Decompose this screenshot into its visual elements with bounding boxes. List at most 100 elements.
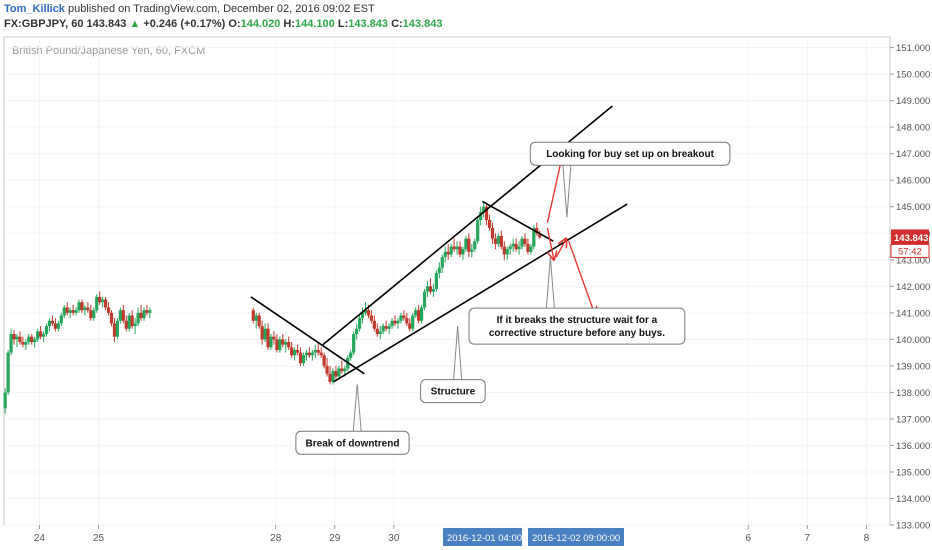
candle — [290, 342, 294, 358]
trendline-channel-lower[interactable] — [333, 203, 628, 383]
candle-body — [101, 299, 105, 303]
candle — [511, 238, 515, 252]
candle-body — [27, 336, 31, 342]
symbol-name[interactable]: FX:GBPJPY, 60 — [4, 18, 84, 30]
time-axis[interactable]: 24 25 28 29 30 6 7 8 — [34, 525, 870, 544]
candle-body — [363, 310, 368, 313]
candle — [71, 304, 75, 316]
candle-body — [440, 257, 444, 268]
candle — [39, 326, 43, 340]
candle — [449, 243, 453, 258]
candle-body — [18, 336, 22, 342]
projection-arrow[interactable] — [546, 227, 553, 260]
crosshair-time-badge — [528, 528, 624, 546]
candle-body — [304, 352, 309, 356]
candle — [378, 326, 382, 340]
candle — [428, 278, 433, 295]
candle — [532, 225, 536, 250]
candle-body — [514, 243, 518, 250]
trendline-downtrend[interactable] — [250, 296, 365, 375]
candle-body — [95, 296, 99, 311]
projection-arrow[interactable] — [568, 240, 596, 315]
candle — [464, 235, 468, 252]
candle — [59, 312, 63, 327]
candle-body — [12, 334, 16, 340]
price-axis[interactable]: 133.000 134.000 135.000 136.000 137.000 138.0… — [890, 43, 930, 532]
candle-body — [269, 336, 273, 348]
candle-body — [420, 307, 424, 321]
time-tick-label: 24 — [34, 533, 46, 544]
candle-body — [405, 318, 409, 324]
candle-body — [487, 220, 492, 228]
candle-body — [464, 238, 468, 250]
candle-body — [479, 212, 483, 220]
price-tick-label: 141.000 — [896, 308, 930, 319]
candle — [260, 320, 264, 345]
candle-body — [109, 312, 114, 324]
candle-body — [505, 249, 509, 255]
trendline-flag-top[interactable] — [482, 200, 554, 242]
candle-body — [352, 334, 356, 353]
candle-body — [369, 315, 373, 321]
candle-body — [502, 246, 506, 255]
close-label: C: — [391, 18, 403, 30]
author-link[interactable]: Tom_Killick — [4, 3, 65, 15]
candle — [145, 304, 149, 316]
annotation-callout[interactable]: If it breaks the structure wait for a cor… — [468, 257, 686, 345]
candle — [74, 307, 78, 316]
candle — [6, 349, 10, 396]
candle-body — [56, 323, 60, 329]
candle — [384, 320, 388, 332]
candle-body — [41, 334, 46, 337]
candle-body — [331, 371, 335, 382]
publish-line: Tom_Killick published on TradingView.com… — [4, 3, 375, 15]
candle — [461, 246, 465, 260]
candle — [496, 233, 500, 247]
candle — [325, 357, 329, 377]
candle-body — [337, 368, 341, 377]
candle-body — [372, 320, 376, 329]
callout-pointer — [545, 257, 551, 309]
annotation-callout[interactable]: Structure — [420, 326, 486, 404]
candle — [381, 323, 385, 335]
projection-arrow[interactable] — [555, 239, 566, 258]
candle — [520, 235, 524, 250]
candle — [331, 368, 335, 385]
annotation-callout[interactable]: Break of downtrend — [295, 384, 410, 455]
callout-text: Break of downtrend — [306, 438, 400, 449]
candle-body — [313, 349, 317, 353]
price-tick-label: 135.000 — [896, 467, 930, 478]
annotation-callout[interactable]: Looking for buy set up on breakout — [529, 141, 731, 218]
candle — [417, 304, 421, 324]
high-value: 144.100 — [295, 18, 335, 30]
candle-body — [24, 342, 28, 345]
candle-body — [396, 320, 400, 324]
candle-body — [508, 246, 512, 250]
candle — [340, 360, 344, 374]
candle — [458, 241, 462, 258]
candle — [452, 238, 456, 252]
callout-text: Structure — [431, 387, 476, 398]
plot-area[interactable] — [3, 36, 891, 526]
candle — [121, 304, 125, 324]
candle — [80, 299, 84, 313]
callout-pointer — [356, 384, 362, 432]
candle-body — [124, 320, 128, 329]
candle — [301, 352, 306, 366]
instrument-label: British Pound/Japanese Yen, 60, FXCM — [12, 45, 205, 57]
candle-body — [272, 336, 276, 340]
candle-body — [425, 286, 430, 292]
candle — [372, 315, 376, 332]
crosshair-time-text: 2016-12-01 04:00:00 — [447, 533, 535, 544]
grid-lines — [4, 37, 890, 526]
candle — [414, 307, 418, 319]
candle-body — [511, 243, 515, 247]
candle — [86, 302, 90, 313]
annotations[interactable]: Break of downtrend Structure If it breaks … — [295, 141, 731, 455]
candle-body — [74, 310, 78, 313]
candle — [92, 307, 96, 321]
candle-body — [6, 352, 10, 393]
candle-body — [115, 320, 120, 337]
